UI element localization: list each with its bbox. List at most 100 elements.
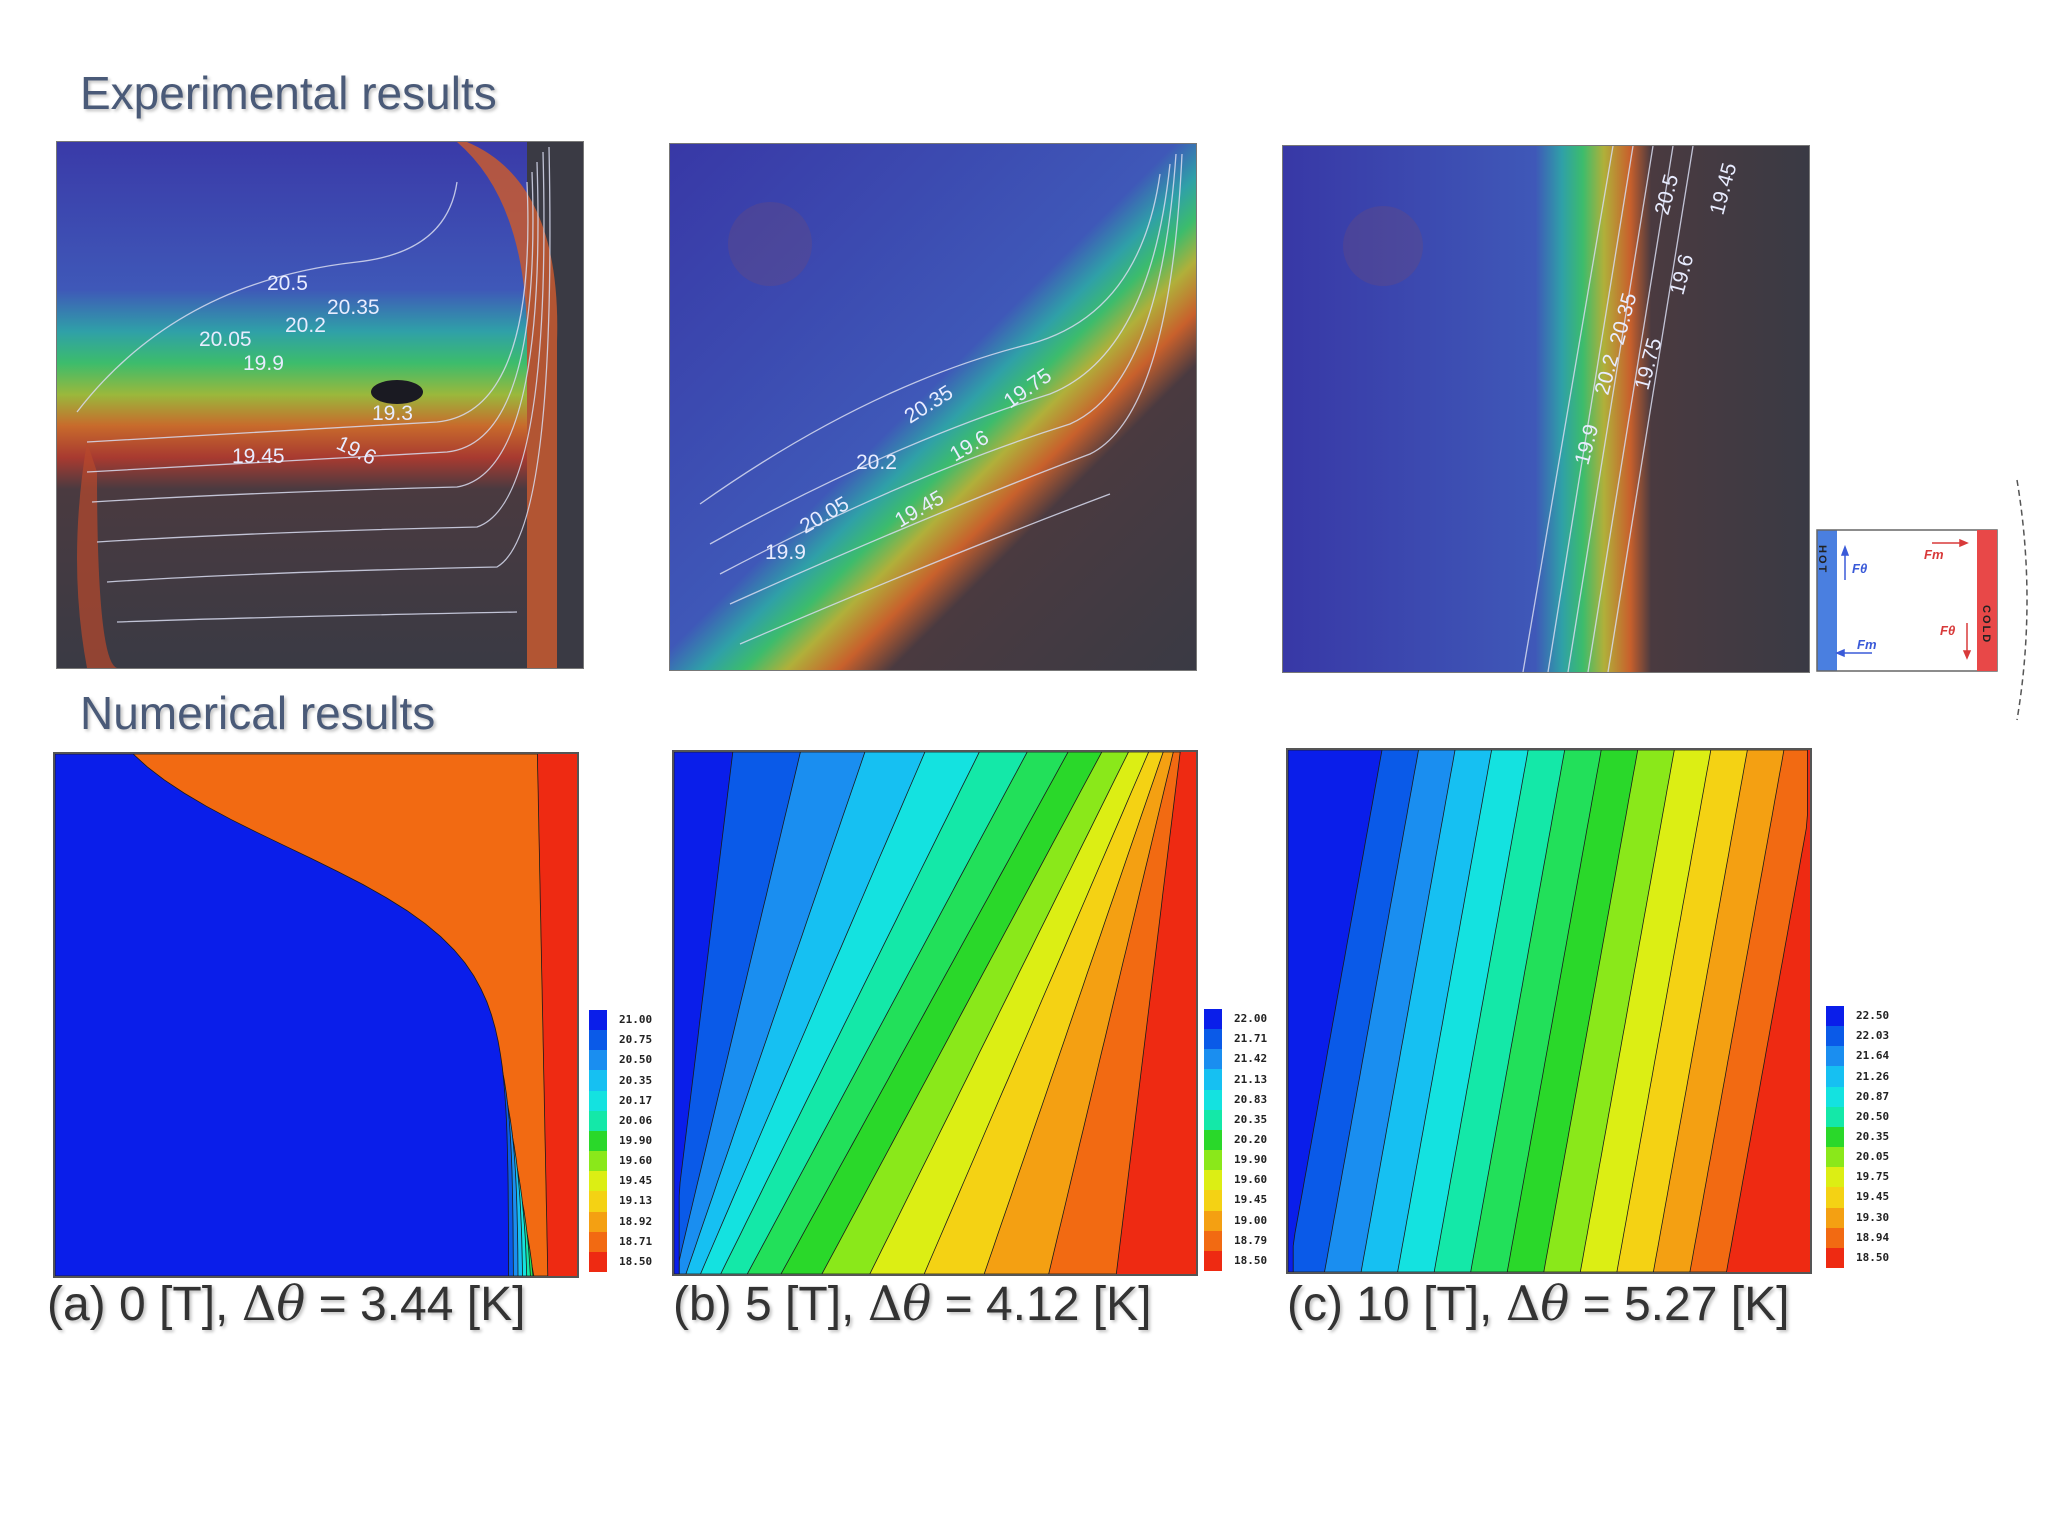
colorbar-label: 20.87: [1856, 1089, 1890, 1103]
colorbar-label: 20.05: [1856, 1150, 1890, 1164]
colorbar-label: 22.50: [1856, 1009, 1890, 1023]
colorbar-label: 19.45: [1234, 1193, 1268, 1207]
experimental-heading: Experimental results: [80, 67, 497, 119]
hot-label: HOT: [1816, 545, 1828, 574]
colorbar-segment: [589, 1151, 607, 1172]
colorbar-label: 21.26: [1856, 1069, 1890, 1083]
colorbar-label: 19.30: [1856, 1210, 1890, 1224]
colorbar-segment: [1826, 1066, 1844, 1088]
delta-symbol: Δ: [1505, 1276, 1541, 1332]
colorbar-label: 18.79: [1234, 1233, 1268, 1247]
caption-suffix: = 5.27 [K]: [1569, 1278, 1790, 1331]
colorbar-segment: [589, 1251, 607, 1273]
contour-label: 19.45: [232, 445, 285, 468]
colorbar-label: 19.90: [1234, 1153, 1268, 1167]
colorbar-label: 20.50: [1856, 1109, 1890, 1123]
colorbar-label: 18.50: [1234, 1253, 1268, 1267]
contour-label: 20.35: [327, 296, 380, 319]
colorbar-label: 20.83: [1234, 1092, 1268, 1106]
colorbar-label: 21.42: [1234, 1052, 1268, 1066]
colorbar-segment: [1826, 1106, 1844, 1128]
colorbar-segment: [1826, 1187, 1844, 1209]
colorbar-label: 21.00: [619, 1013, 653, 1027]
caption-suffix: = 4.12 [K]: [931, 1278, 1152, 1331]
force-label: Fm: [1924, 547, 1944, 562]
colorbar-label: 19.45: [619, 1174, 653, 1188]
colorbar-segment: [589, 1070, 607, 1092]
colorbar-segment: [1204, 1069, 1222, 1091]
caption-prefix: (b) 5 [T],: [673, 1278, 868, 1331]
cold-label: COLD: [1980, 605, 1992, 644]
caption-prefix: (c) 10 [T],: [1287, 1278, 1506, 1331]
colorbar-segment: [589, 1171, 607, 1192]
colorbar-label: 22.00: [1234, 1012, 1268, 1026]
contour-label: 19.9: [765, 541, 806, 564]
cold-wall: [1977, 530, 1997, 671]
colorbar-segment: [589, 1010, 607, 1031]
colorbar-segment: [589, 1191, 607, 1213]
colorbar-segment: [1826, 1126, 1844, 1148]
colorbar-label: 22.03: [1856, 1029, 1890, 1043]
colorbar-a: 21.00 20.75 20.50 20.35 20.17 20.06 19.90 19.60…: [589, 1010, 669, 1273]
contour-band: [55, 754, 510, 1276]
colorbar-label: 20.06: [619, 1113, 653, 1127]
contour-label: 20.05: [199, 328, 252, 351]
colorbar-segment: [1204, 1109, 1222, 1131]
colorbar-segment: [1204, 1089, 1222, 1111]
colorbar-segment: [1826, 1247, 1844, 1269]
colorbar-label: 20.20: [1234, 1133, 1268, 1146]
colorbar-segment: [1204, 1029, 1222, 1050]
contour-label: 20.5: [267, 272, 308, 295]
colorbar-label: 19.60: [1234, 1173, 1268, 1187]
contour-band: [674, 752, 734, 1274]
colorbar-label: 20.17: [619, 1093, 653, 1107]
colorbar-label: 20.35: [619, 1073, 653, 1087]
colorbar-label: 18.50: [619, 1254, 653, 1268]
colorbar-segment: [589, 1130, 607, 1152]
colorbar-segment: [589, 1050, 607, 1071]
colorbar-label: 19.90: [619, 1134, 653, 1147]
theta-symbol: θ: [902, 1276, 932, 1332]
colorbar-segment: [1204, 1009, 1222, 1030]
theta-symbol: θ: [1540, 1276, 1570, 1332]
force-label: Fm: [1857, 637, 1877, 652]
colorbar-segment: [589, 1211, 607, 1233]
contour-band: [1288, 750, 1383, 1272]
colorbar-segment: [1826, 1227, 1844, 1249]
colorbar-segment: [589, 1090, 607, 1112]
numerical-contour-b: [672, 750, 1198, 1276]
colorbar-label: 19.13: [619, 1194, 653, 1208]
force-label: Fθ: [1940, 623, 1955, 638]
colorbar-label: 18.50: [1856, 1250, 1890, 1264]
colorbar-segment: [1204, 1210, 1222, 1232]
colorbar-segment: [1826, 1086, 1844, 1108]
caption-suffix: = 3.44 [K]: [305, 1278, 526, 1331]
colorbar-label: 19.60: [619, 1154, 653, 1168]
theta-symbol: θ: [276, 1276, 306, 1332]
delta-symbol: Δ: [867, 1276, 903, 1332]
colorbar-segment: [1826, 1026, 1844, 1047]
colorbar-segment: [1204, 1190, 1222, 1212]
caption-a: (a) 0 [T], Δθ = 3.44 [K]: [47, 1276, 525, 1332]
colorbar-segment: [1826, 1167, 1844, 1188]
colorbar-label: 19.45: [1856, 1190, 1890, 1204]
colorbar-label: 19.00: [1234, 1213, 1268, 1227]
colorbar-label: 20.35: [1856, 1130, 1890, 1143]
colorbar-label: 20.50: [619, 1053, 653, 1067]
colorbar-segment: [589, 1110, 607, 1132]
colorbar-segment: [1826, 1046, 1844, 1067]
contour-label: 19.3: [372, 402, 413, 425]
caption-b: (b) 5 [T], Δθ = 4.12 [K]: [673, 1276, 1151, 1332]
colorbar-label: 21.13: [1234, 1072, 1268, 1086]
caption-c: (c) 10 [T], Δθ = 5.27 [K]: [1287, 1276, 1789, 1332]
contour-label: 20.2: [285, 314, 326, 337]
numerical-contour-a: [53, 752, 579, 1278]
colorbar-segment: [589, 1231, 607, 1253]
colorbar-label: 19.75: [1856, 1170, 1890, 1184]
hot-wall: [1817, 530, 1837, 671]
colorbar-label: 21.71: [1234, 1032, 1268, 1046]
colorbar-b: 22.00 21.71 21.42 21.13 20.83 20.35 20.20 19.90…: [1204, 1009, 1284, 1272]
force-label: Fθ: [1852, 561, 1867, 576]
cavity-schematic: HOT COLD Fθ Fm Fθ Fm: [1812, 475, 2042, 725]
colorbar-label: 20.75: [619, 1033, 653, 1047]
